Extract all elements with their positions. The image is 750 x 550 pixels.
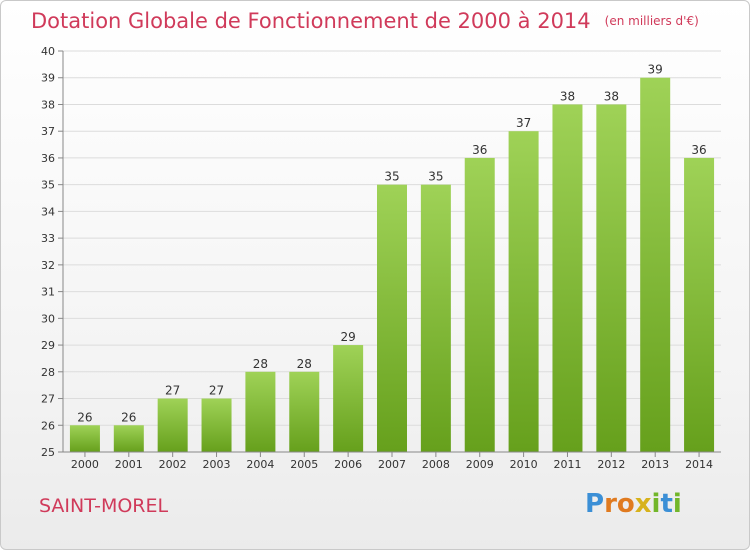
logo-letter: x [634,489,652,519]
chart-title: Dotation Globale de Fonctionnement de 20… [31,9,699,33]
bar [508,131,539,452]
x-tick-label: 2008 [422,458,450,471]
bar [377,184,407,452]
bar-value-label: 27 [165,384,180,398]
y-tick-label: 40 [41,45,55,58]
y-tick-label: 31 [41,286,55,299]
x-tick-label: 2001 [115,458,143,471]
bar [596,104,627,452]
bar-value-label: 38 [604,89,619,103]
logo-letter: o [616,489,635,519]
bar [552,104,583,452]
y-tick-label: 34 [41,205,55,218]
proxiti-logo: Proxiti [585,489,682,519]
bar-value-label: 28 [253,357,268,371]
x-tick-label: 2012 [597,458,625,471]
y-tick-label: 35 [41,179,55,192]
bars: 26 26 27 27 28 28 29 35 35 36 37 38 38 39 36 [69,63,715,452]
x-tick-label: 2013 [641,458,669,471]
bar [640,77,671,452]
x-tick-label: 2005 [290,458,318,471]
bar-value-label: 29 [340,330,355,344]
bar-value-label: 36 [472,143,487,157]
y-tick-label: 30 [41,312,55,325]
bar-value-label: 39 [648,63,663,77]
logo-letter: i [672,489,682,519]
bar [464,157,495,452]
bar [333,345,364,452]
bar-value-label: 26 [77,410,92,424]
commune-name: SAINT-MOREL [39,495,169,517]
bar [289,371,320,452]
y-tick-label: 27 [41,393,55,406]
bar [157,398,188,452]
y-tick-label: 28 [41,366,55,379]
bar-value-label: 35 [384,170,399,184]
x-tick-label: 2000 [71,458,99,471]
y-tick-label: 26 [41,419,55,432]
y-tick-label: 38 [41,98,55,111]
bar [201,398,232,452]
x-tick-label: 2010 [510,458,538,471]
chart-title-text: Dotation Globale de Fonctionnement de 20… [31,9,591,33]
bar [245,371,276,452]
bar-value-label: 26 [121,410,136,424]
logo-letter: t [660,489,673,519]
y-axis: 25 26 27 28 29 30 31 32 33 34 35 36 37 38 39 40 [41,45,64,459]
logo-letter: P [585,489,605,519]
bar-value-label: 36 [691,143,706,157]
y-tick-label: 29 [41,339,55,352]
bar [420,184,451,452]
x-tick-label: 2006 [334,458,362,471]
bar [69,425,100,452]
y-tick-label: 33 [41,232,55,245]
bar-value-label: 35 [428,170,443,184]
x-tick-label: 2007 [378,458,406,471]
y-tick-label: 37 [41,125,55,138]
x-tick-label: 2011 [553,458,581,471]
x-tick-label: 2004 [246,458,274,471]
bar-value-label: 37 [516,116,531,130]
x-tick-label: 2009 [466,458,494,471]
logo-letter: r [604,489,617,519]
chart-subtitle: (en milliers d'€) [604,14,699,28]
bar-value-label: 38 [560,89,575,103]
y-tick-label: 36 [41,152,55,165]
y-tick-label: 39 [41,72,55,85]
x-tick-label: 2014 [685,458,713,471]
bar-value-label: 27 [209,384,224,398]
y-tick-label: 25 [41,446,55,459]
bar [684,157,715,452]
x-axis: 2000 2001 2002 2003 2004 2005 2006 2007 2008 2009… [63,451,721,471]
bar-value-label: 28 [297,357,312,371]
y-tick-label: 32 [41,259,55,272]
x-tick-label: 2003 [203,458,231,471]
bar [113,425,144,452]
x-tick-label: 2002 [159,458,187,471]
logo-letter: i [651,489,661,519]
